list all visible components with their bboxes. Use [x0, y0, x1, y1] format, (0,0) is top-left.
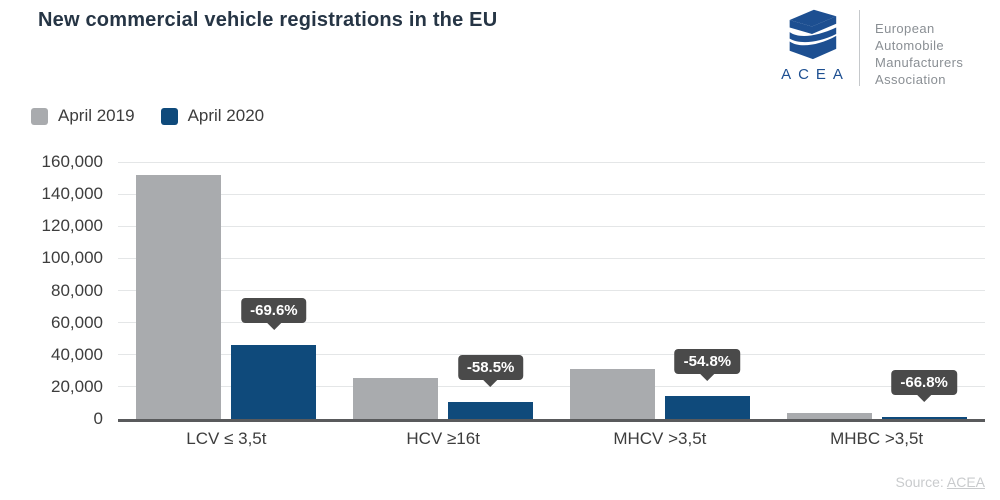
pct-change-callout: -69.6%	[241, 298, 307, 323]
y-axis-tick-label: 60,000	[51, 312, 103, 332]
y-axis-tick-label: 160,000	[41, 152, 103, 171]
y-axis-tick-label: 100,000	[41, 248, 103, 268]
y-axis-tick-label: 0	[93, 409, 103, 428]
source-prefix: Source:	[895, 474, 944, 490]
org-line: Automobile	[875, 38, 945, 53]
pct-change-callout: -58.5%	[457, 355, 524, 380]
y-axis-tick-label: 80,000	[51, 280, 103, 300]
gridline	[118, 322, 985, 324]
org-line: Manufacturers	[875, 55, 964, 70]
x-axis-category-label: MHBC >3,5t	[830, 429, 924, 448]
gridline	[118, 257, 985, 259]
plot-area: 0 20,000 40,000 60,000 80,000 100,000 120,000 1…	[42, 152, 985, 448]
gridline	[118, 225, 985, 227]
legend-label: April 2019	[58, 106, 135, 125]
x-axis-category-label: LCV ≤ 3,5t	[186, 429, 267, 448]
legend-item-april-2020: April 2020	[160, 106, 265, 126]
gridline	[118, 161, 985, 163]
bar-april-2020	[448, 402, 534, 419]
gridline	[118, 193, 985, 195]
pct-change-callout: -54.8%	[674, 349, 741, 374]
org-line: Association	[875, 72, 946, 87]
acea-logo-wordmark: ACEA	[781, 66, 850, 83]
chart-title: New commercial vehicle registrations in …	[38, 9, 498, 31]
legend: April 2019 April 2020	[31, 106, 264, 126]
acea-logo-icon	[789, 9, 837, 60]
y-axis-tick-label: 120,000	[41, 216, 103, 236]
bar-april-2019	[136, 175, 222, 419]
source-link[interactable]: ACEA	[946, 474, 985, 490]
gridline	[118, 386, 985, 388]
bar-april-2019	[569, 369, 655, 419]
legend-swatch-april-2019	[31, 107, 48, 125]
gridline	[118, 354, 985, 356]
y-axis-tick-label: 40,000	[51, 344, 103, 364]
bar-april-2020	[664, 396, 750, 419]
org-line: European	[875, 21, 935, 36]
bar-april-2019	[786, 413, 872, 419]
source-note: Source: ACEA	[896, 474, 986, 490]
legend-swatch-april-2020	[160, 107, 178, 125]
bar-april-2020	[881, 417, 967, 419]
acea-org-name: European Automobile Manufacturers Associ…	[875, 7, 963, 88]
bar-april-2019	[353, 378, 439, 419]
logo-divider	[859, 10, 860, 86]
y-axis-tick-label: 140,000	[41, 184, 103, 204]
pct-change-callout: -66.8%	[891, 370, 957, 395]
acea-logo: ACEA European Automobile Manufacturers A…	[779, 7, 963, 88]
x-axis-category-label: HCV ≥16t	[406, 429, 480, 448]
bar-april-2020	[231, 345, 317, 419]
legend-item-april-2019: April 2019	[31, 106, 135, 126]
x-axis-category-label: MHCV >3,5t	[613, 429, 707, 448]
gridline	[118, 290, 985, 291]
y-axis-tick-label: 20,000	[51, 376, 103, 396]
legend-label: April 2020	[187, 106, 265, 125]
